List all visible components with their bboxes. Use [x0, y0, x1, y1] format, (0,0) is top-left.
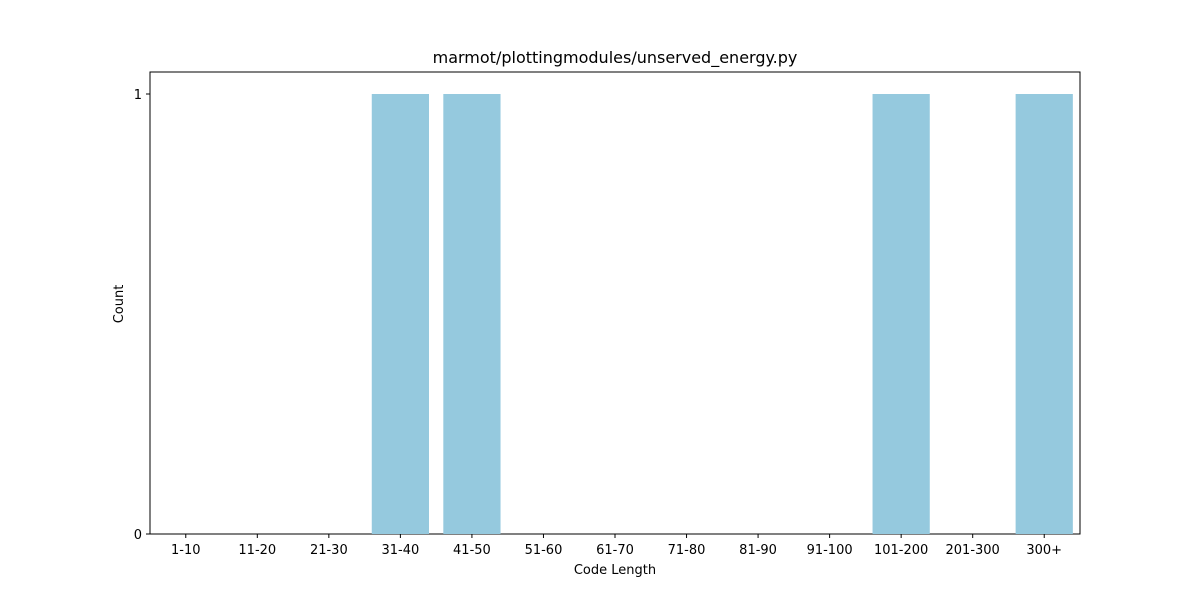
- y-tick-label: 1: [134, 88, 142, 103]
- bar-300+: [1015, 94, 1073, 534]
- x-tick-label: 11-20: [238, 543, 276, 558]
- x-tick-label: 41-50: [453, 543, 491, 558]
- x-axis-ticks: 1-10 11-20 21-30 31-40 41-50 51-60 61-70 71-80 8…: [171, 534, 1062, 558]
- y-axis-ticks: 01: [134, 88, 150, 543]
- chart-title: marmot/plottingmodules/unserved_energy.p…: [433, 48, 798, 68]
- x-tick-label: 51-60: [525, 543, 563, 558]
- bar-41-50: [443, 94, 501, 534]
- bar-101-200: [872, 94, 930, 534]
- x-tick-label: 91-100: [807, 543, 853, 558]
- x-tick-label: 81-90: [739, 543, 777, 558]
- x-tick-label: 31-40: [381, 543, 419, 558]
- bars-group: [371, 94, 1073, 534]
- x-tick-label: 101-200: [874, 543, 928, 558]
- x-tick-label: 21-30: [310, 543, 348, 558]
- x-tick-label: 201-300: [946, 543, 1000, 558]
- x-tick-label: 1-10: [171, 543, 201, 558]
- x-tick-label: 71-80: [668, 543, 706, 558]
- y-axis-title: Count: [112, 285, 127, 324]
- bar-31-40: [371, 94, 429, 534]
- x-axis-title: Code Length: [574, 563, 656, 578]
- y-tick-label: 0: [134, 528, 142, 543]
- x-tick-label: 61-70: [596, 543, 634, 558]
- plot-area-frame: [149, 71, 1081, 535]
- x-tick-label: 300+: [1026, 543, 1062, 558]
